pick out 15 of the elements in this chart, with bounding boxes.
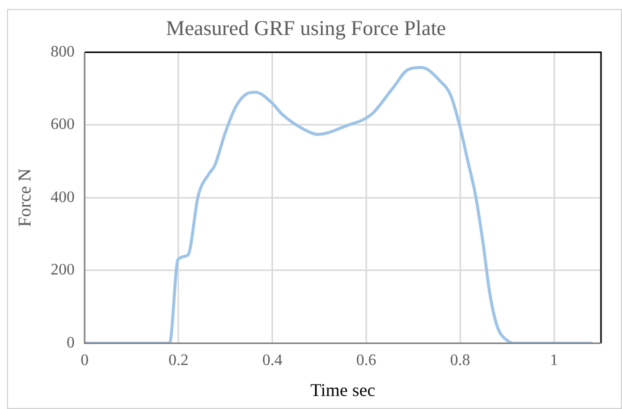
x-tick-label: 0.2 xyxy=(168,352,188,370)
line-series xyxy=(84,66,594,344)
chart-title: Measured GRF using Force Plate xyxy=(166,16,446,40)
y-tick-label: 200 xyxy=(50,262,75,279)
y-tick-label: 0 xyxy=(66,334,75,352)
x-tick-label: 0 xyxy=(80,352,89,370)
x-axis-title: Time sec xyxy=(310,380,376,400)
x-tick-label: 1 xyxy=(550,352,558,370)
x-tick-label: 0.8 xyxy=(450,352,470,370)
y-tick-label: 600 xyxy=(50,116,75,134)
y-tick-label: 400 xyxy=(50,188,75,206)
x-tick-label: 0.4 xyxy=(262,352,282,370)
x-tick-label: 0.6 xyxy=(356,352,376,370)
y-tick-label: 800 xyxy=(50,43,75,60)
y-axis-title: Force N xyxy=(14,168,35,227)
